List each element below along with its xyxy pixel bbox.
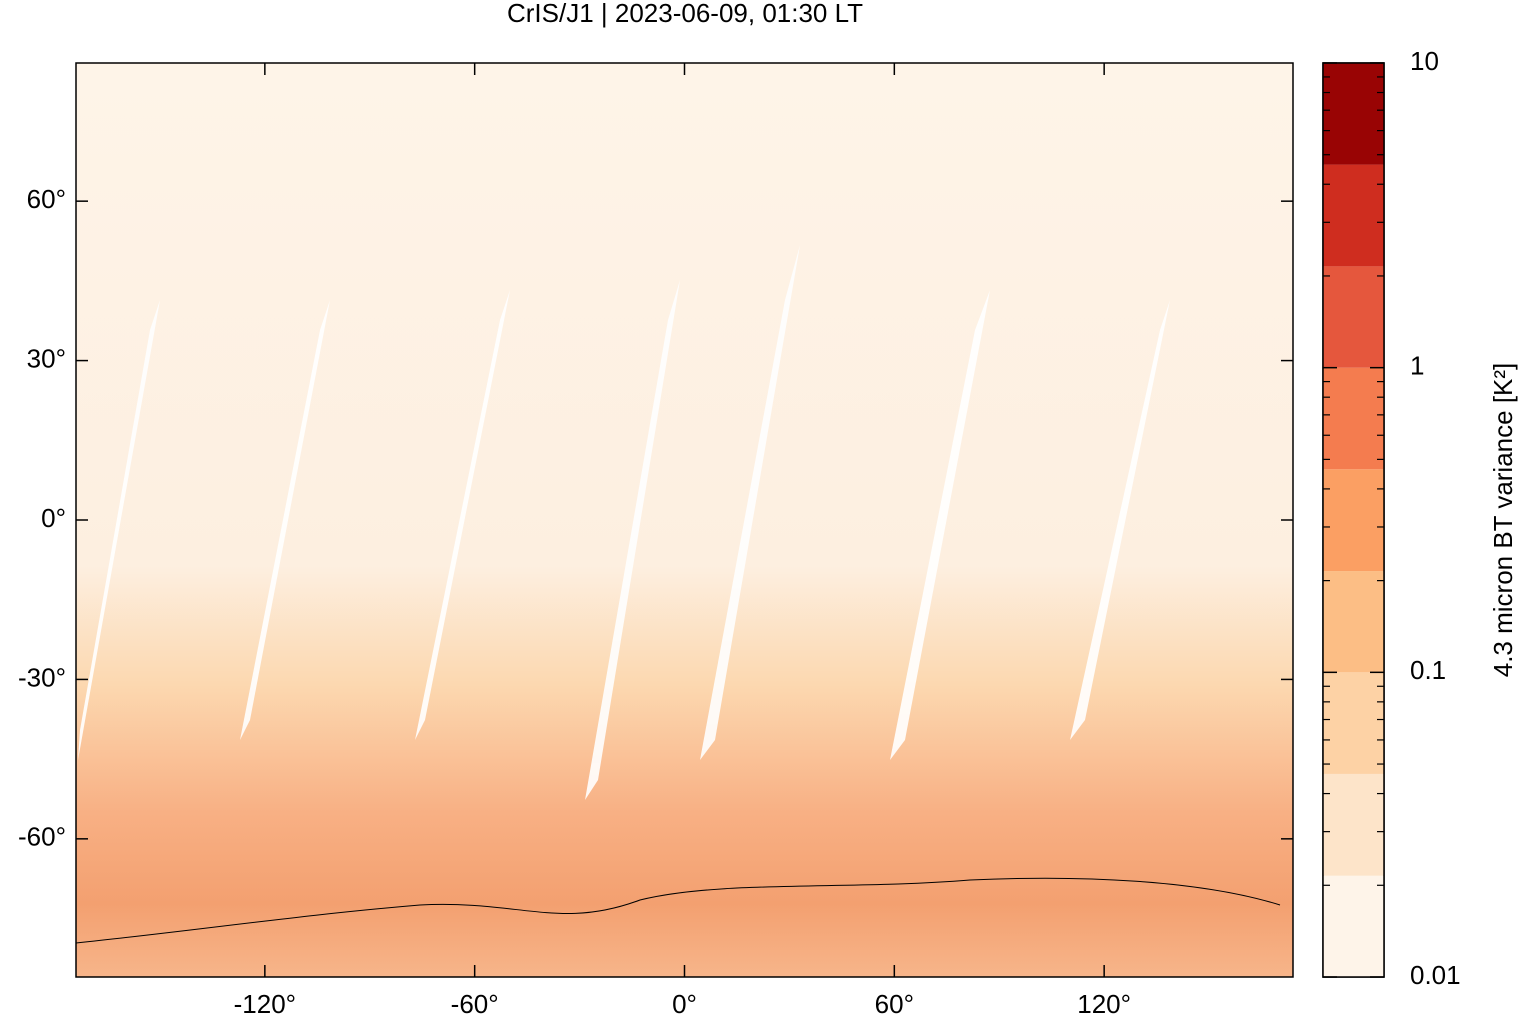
colorbar-tick-label: 0.1 (1410, 655, 1446, 685)
colorbar-bin (1323, 875, 1384, 977)
colorbar-label: 4.3 micron BT variance [K²] (1488, 363, 1518, 678)
colorbar-bin (1323, 571, 1384, 673)
colorbar-tick-label: 10 (1410, 46, 1439, 76)
x-tick-label: 120° (1077, 989, 1131, 1019)
colorbar-bin (1323, 63, 1384, 165)
x-tick-label: 60° (875, 989, 914, 1019)
x-tick-label: -60° (451, 989, 499, 1019)
colorbar-bin (1323, 266, 1384, 368)
y-tick-label: -30° (18, 662, 66, 692)
colorbar-bin (1323, 672, 1384, 774)
colorbar-tick-label: 0.01 (1410, 960, 1461, 990)
map-field (76, 63, 1293, 977)
colorbar-bin (1323, 367, 1384, 470)
colorbar-tick-label: 1 (1410, 351, 1424, 381)
chart-title: CrIS/J1 | 2023-06-09, 01:30 LT (507, 0, 863, 28)
colorbar-bin (1323, 164, 1384, 267)
colorbar-outline (1322, 62, 1385, 978)
x-tick-label: -120° (234, 989, 296, 1019)
colorbar-bin (1323, 469, 1384, 572)
coastline (76, 877, 1281, 944)
colorbar-bin (1323, 773, 1384, 876)
swath-gaps (78, 245, 1170, 800)
x-tick-label: 0° (672, 989, 697, 1019)
y-tick-label: 60° (27, 184, 66, 214)
y-tick-label: 30° (27, 343, 66, 373)
y-tick-label: -60° (18, 822, 66, 852)
y-tick-label: 0° (41, 503, 66, 533)
field-shading (76, 63, 1293, 977)
